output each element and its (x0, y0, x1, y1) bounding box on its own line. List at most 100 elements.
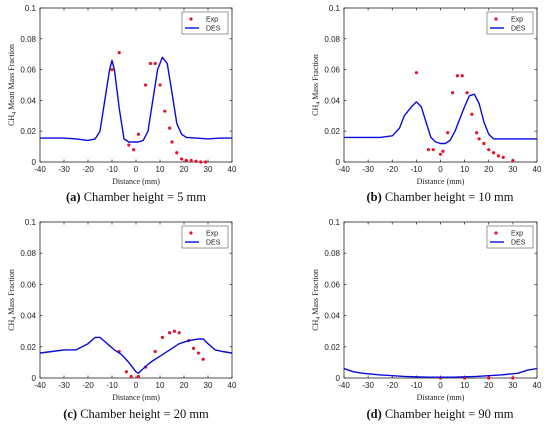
scatter-point-exp (192, 346, 196, 350)
y-tick-label: 0.06 (324, 280, 340, 289)
scatter-point-exp (127, 143, 131, 147)
x-tick-label: -40 (338, 165, 350, 174)
scatter-point-exp (477, 137, 481, 141)
legend-label-exp: Exp (206, 17, 218, 24)
series-line-des (40, 56, 232, 143)
x-tick-label: 20 (484, 165, 493, 174)
x-tick-label: 0 (438, 381, 443, 390)
legend-marker-exp (494, 231, 498, 235)
scatter-point-exp (168, 331, 172, 335)
scatter-point-exp (175, 151, 179, 155)
y-axis-label-main: CH (7, 320, 16, 331)
scatter-point-exp (511, 376, 515, 380)
scatter-point-exp (431, 148, 435, 152)
legend-box (181, 225, 229, 249)
x-tick-label: 30 (508, 381, 517, 390)
x-tick-label: 30 (204, 381, 213, 390)
legend: Exp DES (486, 225, 534, 249)
scatter-point-exp (153, 61, 157, 66)
x-tick-label: -40 (34, 381, 46, 390)
plot-area (40, 51, 232, 164)
x-axis-label: Distance (mm) (417, 177, 465, 186)
y-tick-label: 0.1 (329, 4, 341, 13)
y-tick-label: 0.08 (324, 35, 340, 44)
chart-panel-2: -40 -30 -20 -10 0 10 20 30 40 0 0.02 0.04 0.06 0.08 0.… (311, 4, 542, 204)
y-axis-label: CH4 Mass Fraction (311, 269, 322, 331)
scatter-point-exp (196, 351, 200, 355)
scatter-point-exp (438, 152, 443, 156)
y-tick-label: 0.02 (324, 127, 340, 136)
y-tick-label: 0 (32, 374, 37, 383)
scatter-point-exp (124, 370, 128, 374)
scatter-point-exp (460, 74, 464, 78)
scatter-point-exp (194, 159, 198, 163)
panel-caption-text: Chamber height = 5 mm (81, 190, 207, 204)
x-tick-label: 0 (134, 165, 139, 174)
x-tick-label: -40 (34, 165, 46, 174)
chart-panel-3: -40 -30 -20 -10 0 10 20 30 40 0 0.02 0.04 0.06 0.08 0.… (7, 218, 237, 421)
legend: Exp DES (486, 11, 534, 35)
scatter-point-exp (491, 151, 496, 155)
legend-label-des: DES (206, 240, 221, 247)
legend-marker-exp (494, 17, 498, 21)
scatter-point-exp (441, 149, 445, 153)
legend-box (486, 225, 534, 249)
x-tick-label: -20 (386, 381, 398, 390)
y-tick-label: 0.02 (20, 343, 36, 352)
y-axis-label: CH4 Mean Mass Fraction (7, 44, 18, 126)
scatter-point-exp (465, 91, 469, 95)
panel-caption-text: Chamber height = 90 mm (382, 407, 514, 421)
x-tick-label: -10 (411, 165, 423, 174)
scatter-point-exp (117, 51, 121, 55)
panel-caption-text: Chamber height = 20 mm (77, 407, 209, 421)
legend: Exp DES (181, 225, 229, 249)
x-axis-label: Distance (mm) (417, 393, 465, 402)
scatter-point-exp (414, 71, 418, 75)
scatter-point-exp (201, 357, 205, 361)
panel-caption: (d) Chamber height = 90 mm (367, 407, 514, 421)
y-axis-label-main: CH (311, 105, 320, 116)
y-axis-label-subscript: 4 (316, 102, 322, 105)
panel-caption-letter: (b) (367, 190, 382, 204)
scatter-point-exp (158, 83, 162, 87)
scatter-point-exp (144, 83, 148, 87)
y-tick-label: 0.08 (20, 35, 36, 44)
y-axis-label-subscript: 4 (12, 112, 18, 115)
scatter-point-exp (189, 158, 193, 163)
scatter-point-exp (450, 91, 455, 95)
x-tick-label: 0 (134, 381, 139, 390)
y-axis-label-rest: Mass Fraction (311, 54, 320, 102)
series-line-des (344, 93, 537, 145)
scatter-point-exp (475, 131, 479, 135)
x-tick-label: 10 (460, 381, 469, 390)
y-tick-label: 0.08 (324, 249, 340, 258)
legend: Exp DES (181, 11, 229, 35)
y-tick-label: 0.06 (20, 280, 36, 289)
legend-label-des: DES (206, 26, 221, 33)
scatter-point-exp (136, 374, 140, 379)
scatter-point-exp (204, 160, 208, 164)
panel-caption-text: Chamber height = 10 mm (382, 190, 514, 204)
legend-label-des: DES (511, 26, 526, 33)
y-axis-label-subscript: 4 (316, 317, 322, 320)
scatter-point-exp (470, 112, 474, 116)
scatter-point-exp (184, 158, 188, 163)
scatter-point-exp (487, 376, 491, 380)
scatter-point-exp (172, 329, 176, 333)
y-axis-label: CH4 Mass Fraction (311, 54, 322, 116)
x-tick-label: -20 (82, 381, 94, 390)
x-tick-label: 40 (533, 381, 542, 390)
panel-caption-letter: (c) (63, 407, 77, 421)
y-tick-label: 0.04 (324, 96, 340, 105)
y-tick-label: 0.04 (20, 96, 36, 105)
x-tick-label: -20 (82, 165, 94, 174)
y-tick-label: 0 (336, 158, 341, 167)
scatter-point-exp (132, 148, 136, 152)
scatter-point-exp (487, 148, 491, 152)
panel-caption: (a) Chamber height = 5 mm (66, 190, 206, 204)
scatter-point-exp (177, 331, 181, 335)
x-tick-label: 20 (180, 165, 189, 174)
scatter-point-exp (160, 335, 164, 340)
scatter-point-exp (180, 157, 184, 161)
